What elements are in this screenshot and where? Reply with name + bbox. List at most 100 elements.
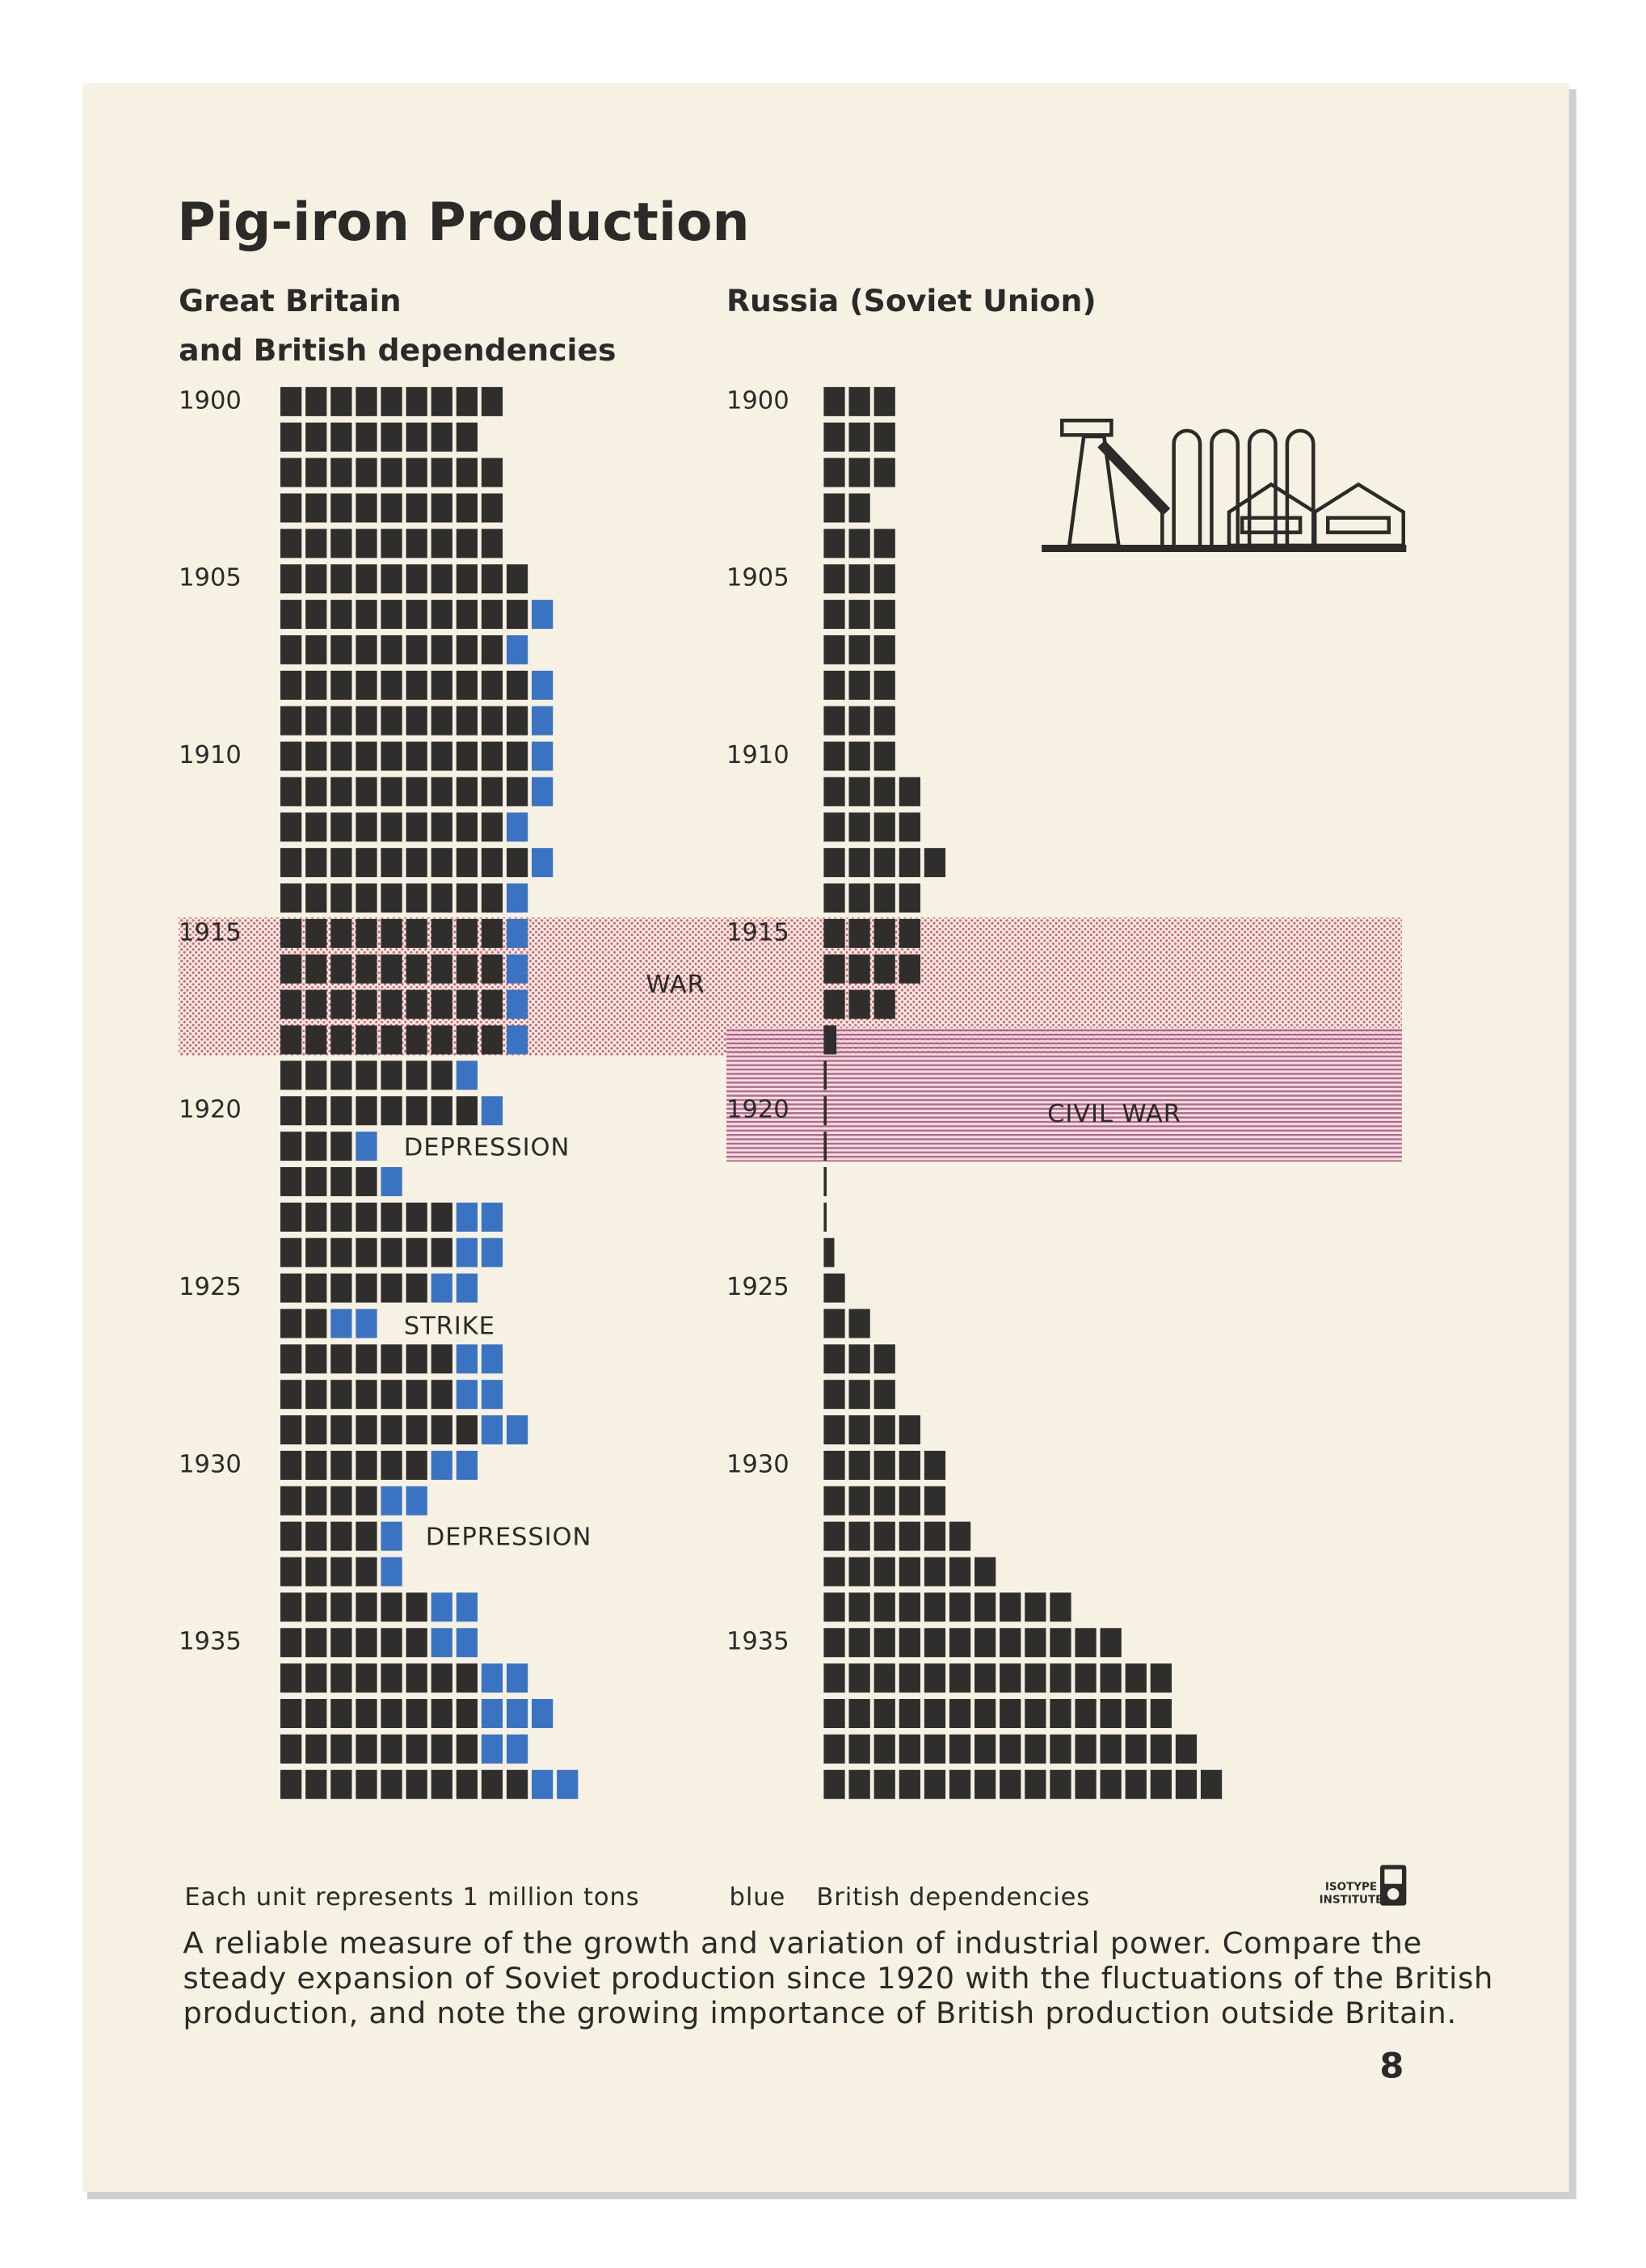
year-label: 1905 (179, 564, 242, 592)
unit (481, 1025, 503, 1055)
unit (456, 954, 478, 984)
unit (381, 1380, 402, 1410)
unit (280, 1166, 302, 1196)
unit (975, 1769, 996, 1799)
unit (330, 422, 352, 452)
unit (356, 1486, 377, 1516)
unit-row (823, 1769, 1223, 1799)
unit (949, 1628, 971, 1658)
unit (823, 741, 845, 771)
unit (823, 1309, 845, 1338)
unit (356, 741, 377, 771)
unit (874, 1628, 895, 1658)
year-label: 1920 (726, 1096, 789, 1124)
unit (356, 883, 377, 913)
year-label: 1910 (726, 741, 789, 769)
unit (431, 564, 453, 594)
unit (456, 777, 478, 807)
unit (481, 741, 503, 771)
unit (356, 1309, 377, 1338)
unit (381, 1237, 402, 1267)
unit (848, 741, 870, 771)
unit (874, 386, 895, 416)
unit-row (506, 634, 528, 664)
unit (456, 1699, 478, 1728)
unit-row (280, 1237, 453, 1267)
unit (381, 422, 402, 452)
year-label: 1930 (726, 1450, 789, 1478)
unit-row (280, 1060, 453, 1090)
unit (280, 883, 302, 913)
year-label: 1900 (726, 386, 789, 415)
unit (356, 848, 377, 878)
unit (456, 706, 478, 736)
unit (1025, 1734, 1046, 1764)
unit (330, 457, 352, 487)
unit (823, 1450, 845, 1480)
unit-row (280, 600, 528, 630)
unit (280, 777, 302, 807)
unit (874, 457, 895, 487)
unit (848, 1592, 870, 1622)
unit-row (506, 812, 528, 842)
unit-row (280, 1592, 427, 1622)
unit (506, 1025, 528, 1055)
unit (280, 918, 302, 948)
unit-row (280, 777, 528, 807)
unit (280, 1769, 302, 1799)
unit (280, 1309, 302, 1338)
unit-row (506, 918, 528, 948)
unit-row (280, 989, 503, 1019)
unit (381, 493, 402, 523)
unit (305, 1663, 327, 1693)
unit (481, 1699, 503, 1728)
unit (532, 1699, 554, 1728)
unit (280, 1132, 302, 1161)
unit (431, 1699, 453, 1728)
unit (481, 954, 503, 984)
unit (456, 1237, 478, 1267)
unit (330, 634, 352, 664)
civil-war-band (726, 1027, 1402, 1162)
unit (506, 1769, 528, 1799)
unit-row (381, 1166, 402, 1196)
unit (330, 1096, 352, 1126)
unit (823, 422, 845, 452)
unit (406, 848, 427, 878)
unit (874, 1521, 895, 1551)
unit (280, 706, 302, 736)
unit (1000, 1628, 1021, 1658)
unit (280, 422, 302, 452)
year-label: 1925 (726, 1273, 789, 1301)
unit (481, 1202, 503, 1232)
year-label: 1905 (726, 564, 789, 592)
unit (305, 1699, 327, 1728)
unit (823, 564, 845, 594)
unit (431, 1096, 453, 1126)
unit (481, 564, 503, 594)
unit (1025, 1628, 1046, 1658)
unit (949, 1663, 971, 1693)
unit (823, 1699, 845, 1728)
unit-row (280, 1380, 453, 1410)
unit (924, 1699, 946, 1728)
unit (1050, 1628, 1071, 1658)
unit-row (280, 1521, 377, 1551)
unit (330, 1344, 352, 1374)
unit (1025, 1592, 1046, 1622)
unit (431, 670, 453, 700)
unit (330, 1557, 352, 1587)
unit (924, 1557, 946, 1587)
unit (949, 1592, 971, 1622)
caption-line: A reliable measure of the growth and var… (183, 1926, 1422, 1961)
unit (924, 1592, 946, 1622)
unit (305, 1628, 327, 1658)
unit (356, 1132, 377, 1161)
unit (456, 1096, 478, 1126)
unit (532, 777, 554, 807)
unit (356, 1734, 377, 1764)
unit (481, 600, 503, 630)
unit (1100, 1769, 1122, 1799)
